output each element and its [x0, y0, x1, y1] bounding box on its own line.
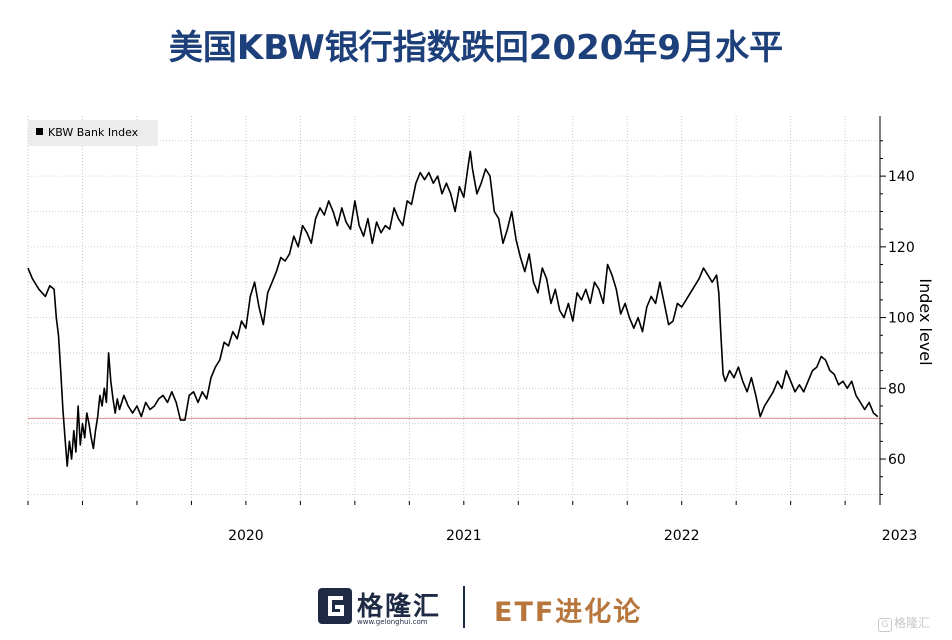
series-line-kbw-bank-index: [27, 150, 879, 467]
x-tick-label: 2022: [664, 528, 700, 544]
y-axis: 60 80 100 120 140: [879, 116, 915, 505]
y-tick-label: 140: [888, 169, 915, 185]
y-tick-label: 60: [888, 452, 906, 468]
footer-divider: [463, 586, 465, 628]
line-chart: 60 80 100 120 140 2020 2021 2022 2023 KBW Bank …: [27, 116, 935, 544]
y-tick-label: 80: [888, 381, 906, 397]
chart-title: 美国KBW银行指数跌回2020年9月水平: [168, 28, 784, 68]
watermark-text: 格隆汇: [894, 616, 931, 630]
y-tick-label: 120: [888, 240, 915, 256]
legend-swatch: [36, 128, 43, 135]
x-tick-label: 2020: [228, 528, 264, 544]
y-axis-label: Index level: [916, 278, 935, 365]
y-tick-label: 100: [888, 311, 915, 327]
gelonghui-logo-icon: [318, 588, 352, 624]
legend-box: [28, 120, 158, 146]
logo-url: www.gelonghui.com: [357, 618, 428, 626]
legend: KBW Bank Index: [28, 120, 158, 146]
legend-label: KBW Bank Index: [48, 126, 139, 139]
footer: 格隆汇 www.gelonghui.com ETF进化论 G 格隆汇: [0, 578, 952, 640]
x-tick-label: 2021: [446, 528, 482, 544]
x-axis: 2020 2021 2022 2023: [27, 501, 918, 544]
watermark: G 格隆汇: [878, 614, 930, 632]
etf-tagline: ETF进化论: [494, 597, 643, 628]
logo-name: 格隆汇: [357, 592, 442, 622]
x-tick-label: 2023: [882, 528, 918, 544]
watermark-icon: G: [878, 618, 892, 632]
series-layer: [27, 150, 879, 467]
gridlines: [27, 116, 880, 505]
